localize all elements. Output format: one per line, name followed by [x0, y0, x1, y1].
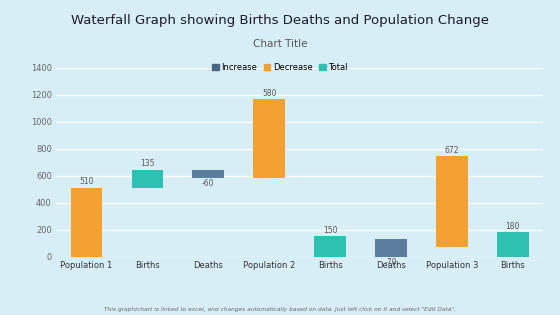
Legend: Increase, Decrease, Total: Increase, Decrease, Total	[209, 59, 351, 75]
Text: Waterfall Graph showing Births Deaths and Population Change: Waterfall Graph showing Births Deaths an…	[71, 14, 489, 27]
Text: Chart Title: Chart Title	[253, 39, 307, 49]
Text: -60: -60	[202, 179, 214, 188]
Bar	[193, 170, 224, 178]
Text: 510: 510	[79, 177, 94, 186]
Text: 580: 580	[262, 89, 277, 98]
Bar	[253, 100, 285, 178]
Text: -70: -70	[385, 258, 397, 267]
Text: 672: 672	[445, 146, 459, 155]
Bar	[71, 188, 102, 257]
Text: This graph/chart is linked to excel, and changes automatically based on data. Ju: This graph/chart is linked to excel, and…	[104, 307, 456, 312]
Bar	[375, 239, 407, 257]
Bar	[314, 237, 346, 257]
Text: 150: 150	[323, 226, 337, 235]
Bar	[132, 170, 163, 188]
Bar	[497, 232, 529, 257]
Bar	[436, 156, 468, 247]
Text: 180: 180	[506, 222, 520, 231]
Text: 135: 135	[140, 159, 155, 168]
